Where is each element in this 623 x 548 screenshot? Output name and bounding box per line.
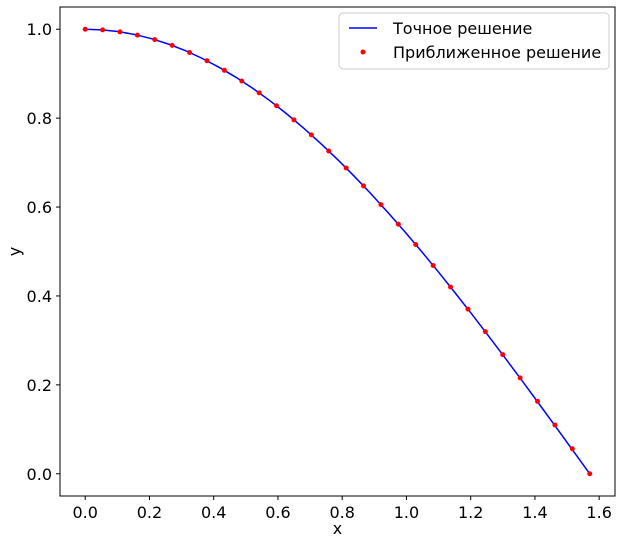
y-axis-label: y bbox=[5, 247, 24, 256]
data-point-approx bbox=[256, 90, 262, 96]
data-point-approx bbox=[552, 422, 558, 428]
y-axis-ticks: 0.0 0.2 0.4 0.6 0.8 1.0 bbox=[27, 20, 60, 484]
data-point-approx bbox=[221, 67, 227, 73]
data-point-approx bbox=[413, 241, 419, 247]
x-tick-label: 0.4 bbox=[201, 503, 226, 522]
legend: Точное решение Приближенное решение bbox=[338, 12, 610, 70]
x-axis-ticks: 0.0 0.2 0.4 0.6 0.8 1.0 1.2 1.4 1.6 bbox=[72, 496, 612, 522]
data-point-approx bbox=[187, 49, 193, 55]
data-point-approx bbox=[517, 375, 523, 381]
x-axis-label: x bbox=[333, 519, 342, 538]
y-tick-label: 0.2 bbox=[27, 376, 52, 395]
data-point-approx bbox=[569, 446, 575, 452]
x-tick-label: 0.6 bbox=[265, 503, 290, 522]
data-point-approx bbox=[500, 352, 506, 358]
legend-dot-swatch bbox=[360, 49, 366, 55]
data-point-approx bbox=[100, 27, 106, 33]
data-point-approx bbox=[239, 78, 245, 84]
data-point-approx bbox=[343, 165, 349, 171]
data-point-approx bbox=[448, 284, 454, 290]
data-point-approx bbox=[465, 306, 471, 312]
data-point-approx bbox=[291, 117, 297, 123]
data-point-approx bbox=[152, 37, 158, 43]
y-tick-label: 0.6 bbox=[27, 198, 52, 217]
data-point-approx bbox=[82, 26, 88, 32]
legend-label-exact: Точное решение bbox=[392, 19, 532, 38]
x-tick-label: 1.6 bbox=[586, 503, 611, 522]
x-tick-label: 1.2 bbox=[458, 503, 483, 522]
data-point-approx bbox=[395, 221, 401, 227]
y-tick-label: 0.4 bbox=[27, 287, 52, 306]
data-point-approx bbox=[587, 471, 593, 477]
legend-box bbox=[338, 12, 610, 70]
x-tick-label: 0.0 bbox=[72, 503, 97, 522]
x-tick-label: 1.4 bbox=[522, 503, 547, 522]
data-point-approx bbox=[326, 148, 332, 154]
y-tick-label: 0.0 bbox=[27, 465, 52, 484]
data-point-approx bbox=[378, 202, 384, 208]
x-tick-label: 0.8 bbox=[329, 503, 354, 522]
plot-area bbox=[59, 6, 616, 497]
x-tick-label: 0.2 bbox=[137, 503, 162, 522]
series-layer bbox=[82, 26, 593, 477]
data-point-approx bbox=[204, 58, 210, 64]
data-point-approx bbox=[430, 262, 436, 268]
series-line-exact bbox=[85, 28, 591, 475]
data-point-approx bbox=[274, 103, 280, 109]
x-tick-label: 1.0 bbox=[394, 503, 419, 522]
data-point-approx bbox=[482, 329, 488, 335]
data-point-approx bbox=[117, 29, 123, 35]
data-point-approx bbox=[134, 32, 140, 38]
data-point-approx bbox=[169, 42, 175, 48]
data-point-approx bbox=[308, 132, 314, 138]
y-tick-label: 1.0 bbox=[27, 20, 52, 39]
legend-label-approx: Приближенное решение bbox=[393, 43, 601, 62]
y-tick-label: 0.8 bbox=[27, 109, 52, 128]
data-point-approx bbox=[361, 183, 367, 189]
data-point-approx bbox=[535, 398, 541, 404]
